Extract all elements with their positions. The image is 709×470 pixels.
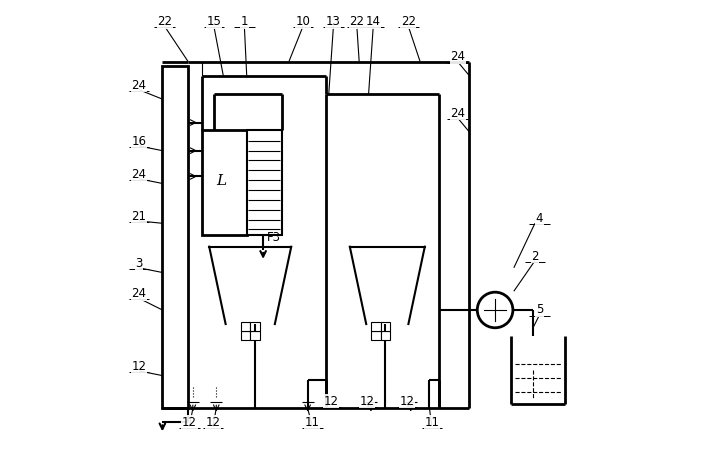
Text: 12: 12 bbox=[206, 416, 220, 429]
Text: 24: 24 bbox=[131, 78, 147, 92]
Bar bbox=[162, 66, 188, 408]
Text: 24: 24 bbox=[450, 107, 465, 120]
Bar bbox=[381, 331, 390, 340]
Text: 12: 12 bbox=[182, 416, 197, 429]
Text: 11: 11 bbox=[424, 416, 440, 429]
Text: 11: 11 bbox=[305, 416, 320, 429]
Text: F3: F3 bbox=[267, 231, 281, 244]
Text: 21: 21 bbox=[131, 210, 147, 223]
Text: 1: 1 bbox=[240, 16, 248, 28]
Text: 14: 14 bbox=[366, 16, 381, 28]
Bar bbox=[241, 331, 250, 340]
Text: 24: 24 bbox=[131, 168, 147, 180]
Bar bbox=[250, 331, 259, 340]
Text: 10: 10 bbox=[296, 16, 311, 28]
Text: 2: 2 bbox=[531, 250, 539, 263]
Text: 12: 12 bbox=[359, 395, 374, 408]
Bar bbox=[372, 331, 381, 340]
Bar bbox=[381, 321, 390, 331]
Text: 15: 15 bbox=[206, 16, 221, 28]
Text: 12: 12 bbox=[323, 395, 339, 408]
Text: L: L bbox=[216, 174, 226, 188]
Text: 22: 22 bbox=[401, 16, 416, 28]
Circle shape bbox=[477, 292, 513, 328]
Text: 24: 24 bbox=[131, 287, 147, 300]
Text: 5: 5 bbox=[536, 304, 543, 316]
Text: 13: 13 bbox=[326, 16, 341, 28]
Text: 22: 22 bbox=[157, 16, 172, 28]
Text: 12: 12 bbox=[131, 360, 147, 373]
Text: 4: 4 bbox=[536, 212, 543, 225]
Bar bbox=[247, 130, 282, 235]
Text: 22: 22 bbox=[350, 16, 364, 28]
Bar bbox=[241, 321, 250, 331]
Bar bbox=[372, 321, 381, 331]
Bar bbox=[202, 130, 247, 235]
Text: 3: 3 bbox=[135, 257, 143, 270]
Bar bbox=[250, 321, 259, 331]
Text: 16: 16 bbox=[131, 135, 147, 148]
Text: 24: 24 bbox=[450, 50, 465, 63]
Text: 12: 12 bbox=[399, 395, 415, 408]
